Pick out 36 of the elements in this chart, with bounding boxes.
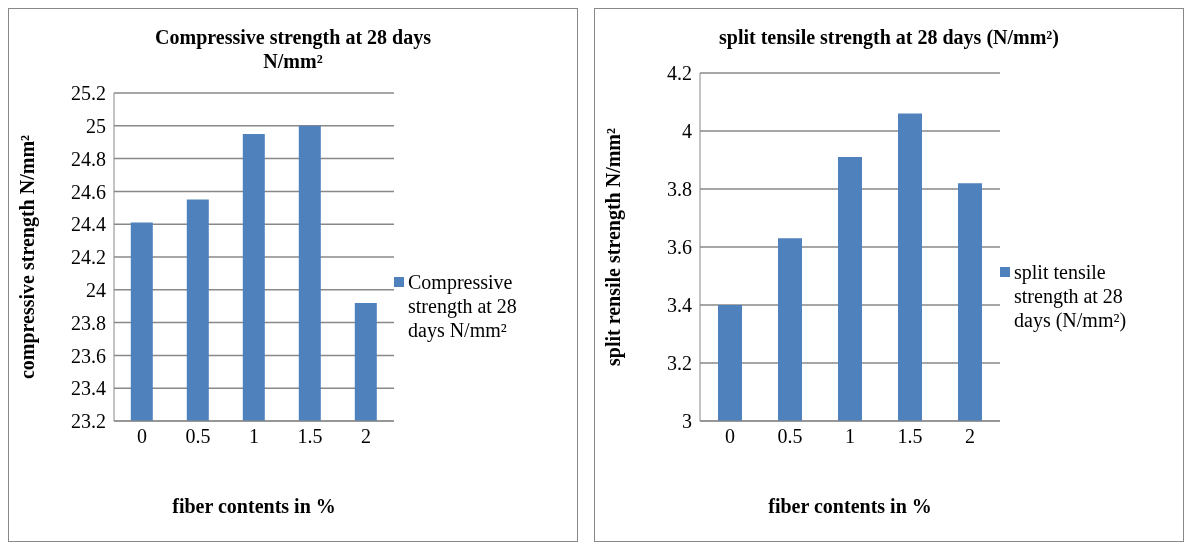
y-tick-label: 23.6 xyxy=(71,344,106,367)
y-tick-label: 25 xyxy=(86,114,106,137)
x-tick-label: 1 xyxy=(845,425,855,448)
y-tick-label: 24.4 xyxy=(71,213,106,236)
y-tick-label: 25.2 xyxy=(71,82,106,105)
y-tick-label: 24.6 xyxy=(71,180,106,203)
y-tick-label: 3.4 xyxy=(667,294,692,317)
x-tick-label: 0 xyxy=(137,425,147,448)
y-tick-label: 3.6 xyxy=(667,236,692,259)
x-tick-label: 0.5 xyxy=(777,425,803,448)
y-tick-label: 4.2 xyxy=(667,62,692,85)
y-tick-label: 23.8 xyxy=(71,311,106,334)
y-tick-label: 3.8 xyxy=(667,178,692,201)
x-tick-label: 0 xyxy=(725,425,735,448)
x-tick-label: 1.5 xyxy=(297,425,323,448)
x-axis-title: fiber contents in % xyxy=(768,495,932,517)
legend-label: split tensile strength at 28 days (N/mm²) xyxy=(1014,260,1128,332)
x-tick-label: 0.5 xyxy=(185,425,211,448)
y-tick-label: 23.2 xyxy=(71,410,106,433)
y-tick-label: 3.2 xyxy=(667,352,692,375)
chart-title: Compressive strength at 28 days N/mm² xyxy=(154,25,432,73)
x-tick-label: 1.5 xyxy=(897,425,923,448)
x-axis-title: fiber contents in % xyxy=(172,495,336,517)
y-tick-label: 3 xyxy=(682,410,692,433)
x-tick-label: 1 xyxy=(249,425,259,448)
y-tick-label: 24 xyxy=(86,278,106,301)
y-tick-label: 24.2 xyxy=(71,246,106,269)
y-tick-label: 24.8 xyxy=(71,147,106,170)
x-tick-label: 2 xyxy=(361,425,371,448)
x-tick-label: 2 xyxy=(965,425,975,448)
y-axis-title: split rensile strength N/mm² xyxy=(602,127,626,367)
y-tick-label: 4 xyxy=(682,120,692,143)
y-axis-title: compressive strength N/mm² xyxy=(16,134,40,380)
chart-title: split tensile strength at 28 days (N/mm²) xyxy=(717,25,1061,49)
y-tick-label: 23.4 xyxy=(71,377,106,400)
legend-label: Compressive strength at 28 days N/mm² xyxy=(408,270,518,342)
